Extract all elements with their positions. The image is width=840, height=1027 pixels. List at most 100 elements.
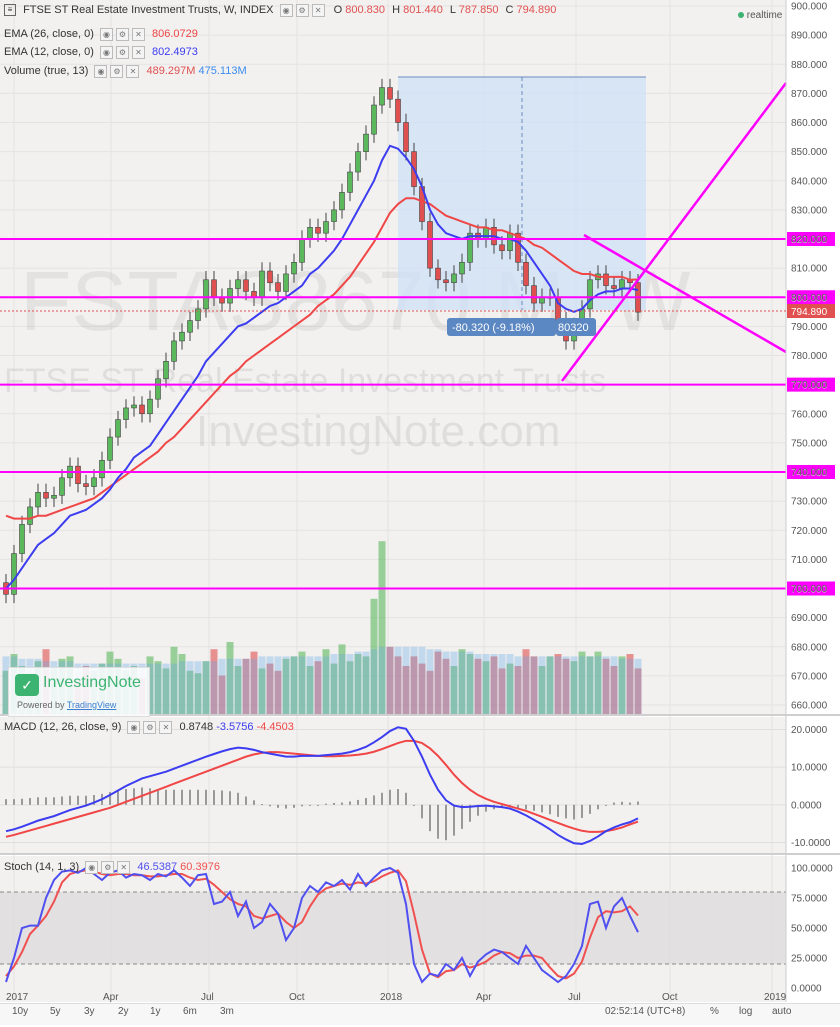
macd-eye-icon[interactable]: ◉ [127,720,141,734]
price-tick-label: 870.000 [791,89,828,100]
auto-toggle[interactable]: auto [772,1006,792,1017]
candle-body [171,340,177,362]
trendline-lower[interactable] [561,82,787,382]
volume-ma-bar [522,656,530,714]
chart-title[interactable]: FTSE ST Real Estate Investment Trusts, W… [23,4,274,16]
candle-body [515,232,521,263]
macd-tick-label: 10.0000 [791,763,828,774]
watermark-name: FTSE ST Real Estate Investment Trusts [4,362,606,400]
price-tick-label: 700.000 [791,584,828,595]
timeframe-button-3y[interactable]: 3y [84,1006,95,1017]
stoch-eye-icon[interactable]: ◉ [85,860,99,874]
candle-body [83,483,89,487]
macd-histogram-bar [637,801,639,805]
timeframe-button-10y[interactable]: 10y [12,1006,29,1017]
macd-settings-icon[interactable]: ⚙ [143,720,157,734]
price-tick-label: 760.000 [791,409,828,420]
horizontal-level-tag [787,581,835,596]
macd-legend[interactable]: MACD (12, 26, close, 9) ◉ ⚙ ✕ 0.8748 -3.57… [4,719,294,735]
investingnote-logo[interactable]: ✓ InvestingNote Powered by TradingView [8,667,150,717]
candle-body [371,104,377,135]
candle-body [379,87,385,106]
volume-bar [498,668,506,714]
settings-icon[interactable]: ⚙ [295,3,309,17]
macd-close-icon[interactable]: ✕ [159,720,173,734]
volume-bar [226,642,234,714]
ema26-legend[interactable]: EMA (26, close, 0) ◉ ⚙ ✕ 806.0729 [4,26,198,42]
price-tick-label: 710.000 [791,555,828,566]
logo-powered-link[interactable]: TradingView [66,700,117,710]
horizontal-level-label: 770.000 [791,381,828,392]
volume-ma-bar [338,654,346,714]
eye-icon[interactable]: ◉ [279,3,293,17]
volume-bar [162,668,170,714]
trendline-upper[interactable] [583,233,787,354]
volume-ma-bar [546,656,554,714]
ema12-settings-icon[interactable]: ⚙ [115,45,129,59]
volume-bar [202,661,210,714]
symbol-menu-icon[interactable]: ≡ [4,4,16,17]
volume-ma-bar [314,656,322,714]
volume-bar [434,651,442,714]
volume-bar [466,654,474,714]
volume-ma-bar [626,658,634,714]
ema26-eye-icon[interactable]: ◉ [99,27,113,41]
volume-bar [586,656,594,714]
macd-histogram-bar [461,804,463,829]
ema26-close-icon[interactable]: ✕ [131,27,145,41]
volume-ma-bar [298,656,306,714]
volume-ma-bar [594,656,602,714]
timeframe-button-1y[interactable]: 1y [150,1006,161,1017]
macd-histogram-bar [221,790,223,805]
volume-bar [546,656,554,714]
timeframe-button-6m[interactable]: 6m [183,1006,197,1017]
volume-bar [250,651,258,714]
volume-legend[interactable]: Volume (true, 13) ◉ ⚙ ✕ 489.297M 475.113M [4,63,247,79]
time-tick-label: Apr [103,992,119,1003]
log-toggle[interactable]: log [739,1006,753,1017]
timeframe-button-5y[interactable]: 5y [50,1006,61,1017]
candle-body [299,238,305,263]
candle-body [243,279,249,292]
volume-ma-bar [250,658,258,714]
ema12-eye-icon[interactable]: ◉ [99,45,113,59]
volume-close-icon[interactable]: ✕ [126,64,140,78]
ema12-legend[interactable]: EMA (12, close, 0) ◉ ⚙ ✕ 802.4973 [4,44,198,60]
macd-histogram-bar [597,804,599,810]
ema26-settings-icon[interactable]: ⚙ [115,27,129,41]
volume-settings-icon[interactable]: ⚙ [110,64,124,78]
volume-ma-bar [506,654,514,714]
candle-body [259,270,265,298]
clock-readout[interactable]: 02:52:14 (UTC+8) [605,1006,686,1017]
price-tick-label: 820.000 [791,235,828,246]
candle-body [523,261,529,286]
candle-body [131,404,137,409]
stoch-legend[interactable]: Stoch (14, 1, 3) ◉ ⚙ ✕ 46.5387 60.3976 [4,859,220,875]
time-tick-label: Oct [662,992,678,1003]
ema12-close-icon[interactable]: ✕ [131,45,145,59]
percent-toggle[interactable]: % [710,1006,719,1017]
macd-histogram-bar [197,789,199,805]
macd-histogram-bar [205,789,207,805]
volume-ma-bar [370,649,378,714]
volume-ma-bar [378,646,386,714]
macd-histogram-bar [269,804,271,807]
volume-ma-bar [154,663,162,714]
volume-ma-bar [210,661,218,714]
volume-bar [258,668,266,714]
timeframe-button-3m[interactable]: 3m [220,1006,234,1017]
candle-body [43,492,49,499]
stoch-settings-icon[interactable]: ⚙ [101,860,115,874]
timeframe-button-2y[interactable]: 2y [118,1006,129,1017]
macd-histogram-bar [533,804,535,811]
macd-histogram-bar [629,802,631,805]
stoch-close-icon[interactable]: ✕ [117,860,131,874]
price-tick-label: 770.000 [791,380,828,391]
close-icon[interactable]: ✕ [311,3,325,17]
realtime-label: realtime [746,10,783,21]
candle-body [27,506,33,525]
volume-eye-icon[interactable]: ◉ [94,64,108,78]
candle-body [235,279,241,289]
